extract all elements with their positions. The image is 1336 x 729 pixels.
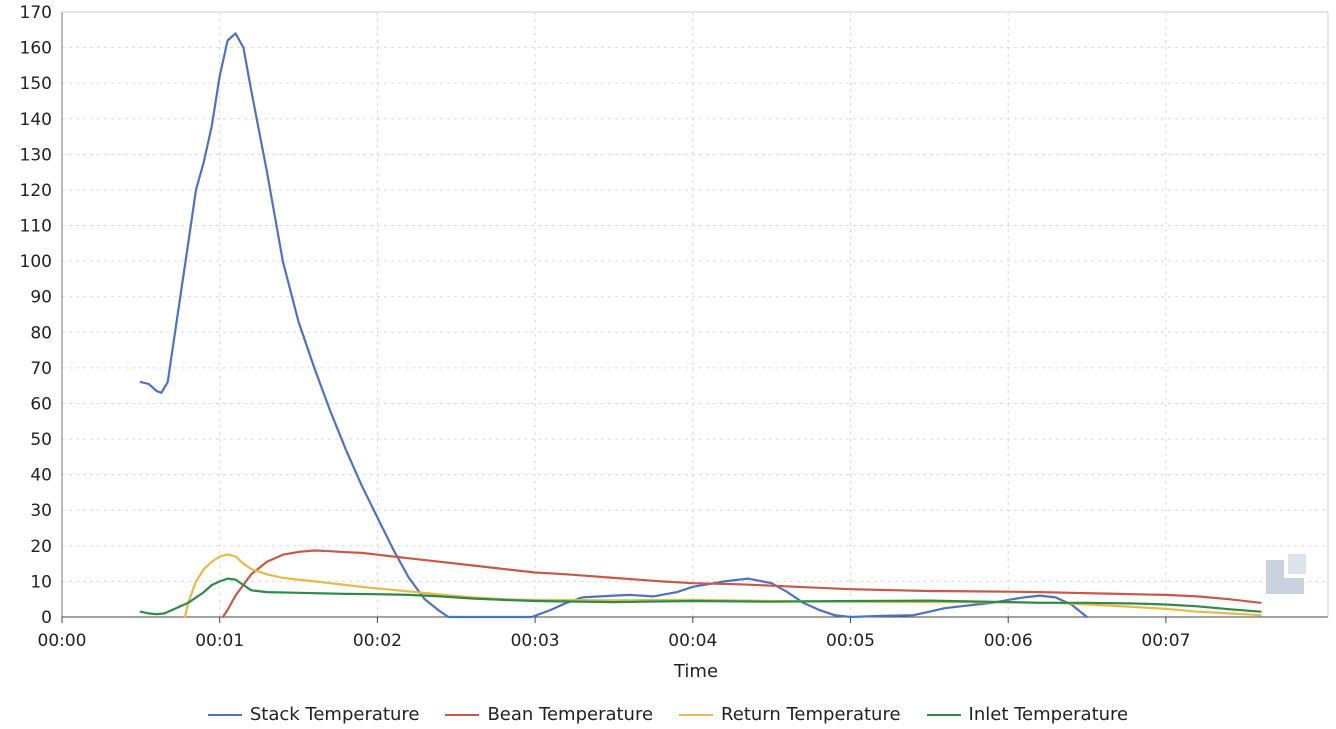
watermark-logo: [1266, 554, 1306, 594]
series-lines: [139, 32, 1262, 619]
series-line-1: [221, 549, 1262, 619]
legend-item: Inlet Temperature: [926, 704, 1129, 725]
legend-item: Bean Temperature: [445, 704, 653, 725]
legend-label: Inlet Temperature: [968, 704, 1129, 725]
y-tick-label: 60: [30, 394, 52, 414]
x-tick-label: 00:07: [1141, 631, 1190, 651]
x-tick-label: 00:05: [826, 631, 875, 651]
y-tick-label: 0: [41, 608, 52, 628]
grid: [62, 11, 1328, 617]
axes: [61, 11, 1329, 623]
legend-item: Return Temperature: [679, 704, 901, 725]
x-tick-label: 00:06: [984, 631, 1033, 651]
y-tick-label: 30: [30, 501, 52, 521]
x-axis-title: Time: [673, 661, 718, 682]
x-tick-label: 00:01: [195, 631, 244, 651]
y-tick-label: 150: [20, 74, 52, 94]
y-tick-label: 80: [30, 323, 52, 343]
legend-label: Return Temperature: [721, 704, 901, 725]
y-tick-label: 170: [20, 3, 52, 23]
y-tick-label: 130: [20, 145, 52, 165]
series-line-2: [183, 553, 1262, 619]
x-tick-label: 00:03: [511, 631, 560, 651]
y-tick-label: 40: [30, 466, 52, 486]
y-tick-label: 160: [20, 39, 52, 59]
series-line-0: [139, 32, 1089, 619]
legend-swatch: [445, 713, 480, 716]
legend-label: Bean Temperature: [487, 704, 654, 725]
y-tick-label: 20: [30, 537, 52, 557]
x-tick-label: 00:04: [668, 631, 717, 651]
tick-labels: 0 10 20 30 40 50 60 70 80 90 100 110 120 130 140 150 160…: [20, 3, 1191, 651]
y-tick-label: 90: [30, 288, 52, 308]
legend-item: Stack Temperature: [207, 704, 420, 725]
series-line-3: [139, 577, 1262, 616]
y-tick-label: 120: [20, 181, 52, 201]
y-tick-label: 10: [30, 572, 52, 592]
legend: Stack Temperature Bean Temperature Return …: [0, 704, 1336, 725]
legend-swatch: [679, 713, 714, 716]
legend-swatch: [926, 713, 961, 716]
x-tick-label: 00:02: [353, 631, 402, 651]
legend-swatch: [207, 713, 242, 716]
y-tick-label: 100: [20, 252, 52, 272]
x-tick-label: 00:00: [38, 631, 87, 651]
y-tick-label: 70: [30, 359, 52, 379]
y-tick-label: 140: [20, 110, 52, 130]
y-tick-label: 50: [30, 430, 52, 450]
legend-label: Stack Temperature: [249, 704, 420, 725]
y-tick-label: 110: [20, 217, 52, 237]
